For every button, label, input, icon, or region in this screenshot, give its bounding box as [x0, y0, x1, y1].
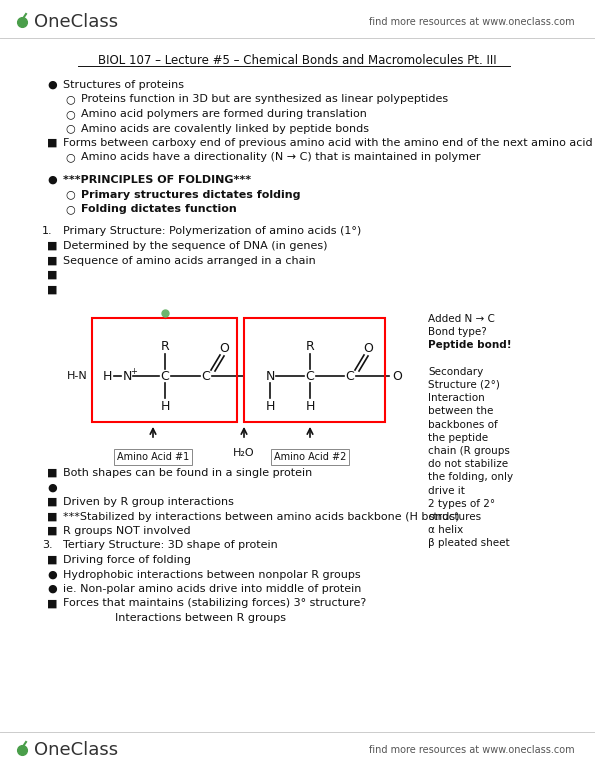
Text: structures: structures [428, 512, 481, 522]
Text: O: O [219, 342, 229, 354]
Text: Sequence of amino acids arranged in a chain: Sequence of amino acids arranged in a ch… [63, 256, 316, 266]
Text: Forms between carboxy end of previous amino acid with the amino end of the next : Forms between carboxy end of previous am… [63, 138, 593, 148]
Text: R groups NOT involved: R groups NOT involved [63, 526, 190, 536]
Text: Peptide bond!: Peptide bond! [428, 340, 512, 350]
Text: Amino acids are covalently linked by peptide bonds: Amino acids are covalently linked by pep… [81, 123, 369, 133]
Text: Driving force of folding: Driving force of folding [63, 555, 191, 565]
Text: Proteins function in 3D but are synthesized as linear polypeptides: Proteins function in 3D but are synthesi… [81, 95, 448, 105]
Text: ○: ○ [65, 123, 75, 133]
Text: H: H [160, 400, 170, 413]
Text: N: N [265, 370, 275, 383]
Text: Forces that maintains (stabilizing forces) 3° structure?: Forces that maintains (stabilizing force… [63, 598, 367, 608]
Text: 3.: 3. [42, 541, 52, 551]
Text: ■: ■ [47, 284, 57, 294]
Text: 1.: 1. [42, 226, 52, 236]
Text: ○: ○ [65, 189, 75, 199]
Text: ie. Non-polar amino acids drive into middle of protein: ie. Non-polar amino acids drive into mid… [63, 584, 361, 594]
Text: Interaction: Interaction [428, 393, 485, 403]
Text: ●: ● [47, 80, 57, 90]
Text: Hydrophobic interactions between nonpolar R groups: Hydrophobic interactions between nonpola… [63, 570, 361, 580]
Bar [244, 318, 385, 422]
Text: C: C [202, 370, 211, 383]
Text: R: R [306, 340, 314, 353]
Text: drive it: drive it [428, 486, 465, 496]
Text: ■: ■ [47, 138, 57, 148]
Text: C: C [346, 370, 355, 383]
Text: Amino Acid #1: Amino Acid #1 [117, 452, 189, 462]
Text: ■: ■ [47, 555, 57, 565]
Text: Both shapes can be found in a single protein: Both shapes can be found in a single pro… [63, 468, 312, 478]
Text: O: O [392, 370, 402, 383]
Text: Structure (2°): Structure (2°) [428, 380, 500, 390]
Text: the folding, only: the folding, only [428, 473, 513, 482]
Text: 2 types of 2°: 2 types of 2° [428, 499, 495, 509]
Text: ●: ● [47, 570, 57, 580]
Text: ■: ■ [47, 241, 57, 251]
Text: chain (R groups: chain (R groups [428, 446, 510, 456]
Text: C: C [161, 370, 170, 383]
Text: α helix: α helix [428, 525, 464, 535]
Text: Amino acids have a directionality (N → C) that is maintained in polymer: Amino acids have a directionality (N → C… [81, 152, 481, 162]
Text: Determined by the sequence of DNA (in genes): Determined by the sequence of DNA (in ge… [63, 241, 327, 251]
Text: Amino Acid #2: Amino Acid #2 [274, 452, 346, 462]
Text: Primary structures dictates folding: Primary structures dictates folding [81, 189, 300, 199]
Text: ■: ■ [47, 511, 57, 521]
Text: Amino acid polymers are formed during translation: Amino acid polymers are formed during tr… [81, 109, 367, 119]
Text: ***Stabilized by interactions between amino acids backbone (H bonds): ***Stabilized by interactions between am… [63, 511, 459, 521]
Text: ●: ● [47, 175, 57, 185]
Text: ■: ■ [47, 598, 57, 608]
Text: ■: ■ [47, 256, 57, 266]
Text: the peptide: the peptide [428, 433, 488, 443]
Text: OneClass: OneClass [34, 741, 118, 759]
Text: Added N → C: Added N → C [428, 314, 495, 324]
Text: Bond type?: Bond type? [428, 327, 487, 337]
Text: Folding dictates function: Folding dictates function [81, 204, 237, 214]
Text: find more resources at www.oneclass.com: find more resources at www.oneclass.com [369, 745, 575, 755]
Text: ○: ○ [65, 204, 75, 214]
Text: Tertiary Structure: 3D shape of protein: Tertiary Structure: 3D shape of protein [63, 541, 278, 551]
Text: ***PRINCIPLES OF FOLDING***: ***PRINCIPLES OF FOLDING*** [63, 175, 251, 185]
Text: ●: ● [47, 584, 57, 594]
Text: Primary Structure: Polymerization of amino acids (1°): Primary Structure: Polymerization of ami… [63, 226, 361, 236]
Text: +: + [130, 367, 137, 376]
Text: ■: ■ [47, 270, 57, 280]
Text: H-N: H-N [67, 371, 88, 381]
Text: ●: ● [47, 483, 57, 493]
Text: ■: ■ [47, 526, 57, 536]
Text: BIOL 107 – Lecture #5 – Chemical Bonds and Macromolecules Pt. III: BIOL 107 – Lecture #5 – Chemical Bonds a… [98, 53, 496, 66]
Text: H₂O: H₂O [233, 448, 255, 458]
Text: O: O [363, 342, 373, 354]
Text: β pleated sheet: β pleated sheet [428, 538, 510, 548]
Text: do not stabilize: do not stabilize [428, 459, 508, 469]
Text: H: H [265, 400, 275, 413]
Text: ○: ○ [65, 109, 75, 119]
Text: ○: ○ [65, 152, 75, 162]
Bar [92, 318, 237, 422]
Text: ■: ■ [47, 497, 57, 507]
Text: Interactions between R groups: Interactions between R groups [115, 613, 286, 623]
Text: ■: ■ [47, 468, 57, 478]
Text: Structures of proteins: Structures of proteins [63, 80, 184, 90]
Text: between the: between the [428, 407, 493, 417]
Text: Driven by R group interactions: Driven by R group interactions [63, 497, 234, 507]
Text: N: N [123, 370, 131, 383]
Text: backbones of: backbones of [428, 420, 498, 430]
Text: ○: ○ [65, 95, 75, 105]
Text: OneClass: OneClass [34, 13, 118, 31]
Text: Secondary: Secondary [428, 367, 483, 377]
Text: find more resources at www.oneclass.com: find more resources at www.oneclass.com [369, 17, 575, 27]
Text: H: H [102, 370, 112, 383]
Text: C: C [306, 370, 314, 383]
Text: H: H [305, 400, 315, 413]
Text: R: R [161, 340, 170, 353]
